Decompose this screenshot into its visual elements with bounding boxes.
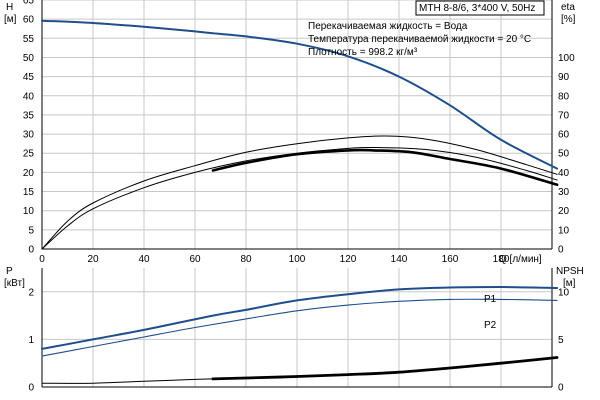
head-axis-label: H	[6, 2, 13, 13]
head-tick-label: 50	[23, 53, 35, 64]
head-tick-label: 20	[23, 168, 35, 179]
npsh-curve	[211, 356, 559, 381]
head-tick-label: 10	[23, 206, 35, 217]
eta-axis-unit: [%]	[561, 14, 576, 25]
p2-label: P2	[484, 320, 497, 331]
pump-title: MTH 8-8/6, 3*400 V, 50Hz	[419, 3, 535, 14]
info-temperature: Температура перекачиваемой жидкости = 20…	[308, 34, 531, 45]
head-tick-label: 5	[28, 225, 34, 236]
power-tick-label: 1	[28, 335, 34, 346]
top-series	[41, 19, 559, 250]
head-tick-label: 65	[23, 0, 35, 7]
x-tick-label: 0	[39, 254, 45, 265]
power-tick-label: 2	[28, 287, 34, 298]
eta-tick-label: 50	[558, 149, 570, 160]
x-tick-label: 20	[87, 254, 99, 265]
top-grid	[41, 0, 553, 250]
head-curve	[41, 19, 559, 170]
power-axis-unit: [кВт]	[4, 278, 25, 289]
x-tick-label: 40	[138, 254, 150, 265]
npsh-tick-label: 5	[558, 335, 564, 346]
eta-tick-label: 10	[558, 225, 570, 236]
info-density: Плотность = 998.2 кг/м³	[308, 47, 418, 58]
efficiency-curve	[41, 135, 558, 250]
eta-tick-label: 80	[558, 91, 570, 102]
efficiency-curve	[211, 148, 559, 187]
head-tick-label: 40	[23, 91, 35, 102]
eta-tick-label: 30	[558, 187, 570, 198]
p1-power-curve	[41, 285, 559, 350]
head-tick-label: 30	[23, 130, 35, 141]
npsh-curve	[41, 378, 214, 384]
eta-tick-label: 60	[558, 130, 570, 141]
x-tick-label: 160	[442, 254, 459, 265]
npsh-axis-label: NPSH	[556, 266, 584, 277]
head-tick-label: 55	[23, 34, 35, 45]
x-tick-label: 100	[289, 254, 306, 265]
eta-axis-label: eta	[561, 2, 575, 13]
head-tick-label: 60	[23, 15, 35, 26]
bottom-series	[41, 285, 559, 384]
pump-title-box	[415, 0, 545, 16]
x-tick-label: 80	[240, 254, 252, 265]
head-tick-label: 45	[23, 72, 35, 83]
head-tick-label: 0	[28, 245, 34, 256]
npsh-tick-label: 0	[558, 383, 564, 394]
eta-tick-label: 70	[558, 110, 570, 121]
bottom-tick-labels: 0 1 2 0 5 10	[28, 287, 569, 393]
x-tick-label: 60	[189, 254, 201, 265]
bottom-grid	[41, 268, 553, 388]
info-fluid: Перекачиваемая жидкость = Вода	[308, 21, 468, 32]
x-tick-label: 180	[493, 254, 510, 265]
x-tick-label: 140	[391, 254, 408, 265]
p1-label: P1	[484, 294, 497, 305]
power-tick-label: 0	[28, 383, 34, 394]
flow-axis-label: Q [л/мин]	[499, 254, 542, 265]
npsh-tick-label: 10	[558, 287, 570, 298]
eta-tick-label: 0	[558, 245, 564, 256]
top-tick-labels: 0 20 40 60 80 100 120 140 160 1800510152025303540…	[23, 0, 575, 265]
eta-tick-label: 20	[558, 206, 570, 217]
head-tick-label: 15	[23, 187, 35, 198]
eta-tick-label: 40	[558, 168, 570, 179]
eta-tick-label: 100	[558, 53, 575, 64]
head-tick-label: 35	[23, 110, 35, 121]
head-tick-label: 25	[23, 149, 35, 160]
head-axis-unit: [м]	[4, 14, 17, 25]
efficiency-curve	[41, 146, 558, 250]
p2-power-curve	[41, 298, 558, 357]
power-axis-label: P	[6, 266, 13, 277]
npsh-axis-unit: [м]	[563, 278, 576, 289]
eta-tick-label: 90	[558, 72, 570, 83]
x-tick-label: 120	[340, 254, 357, 265]
